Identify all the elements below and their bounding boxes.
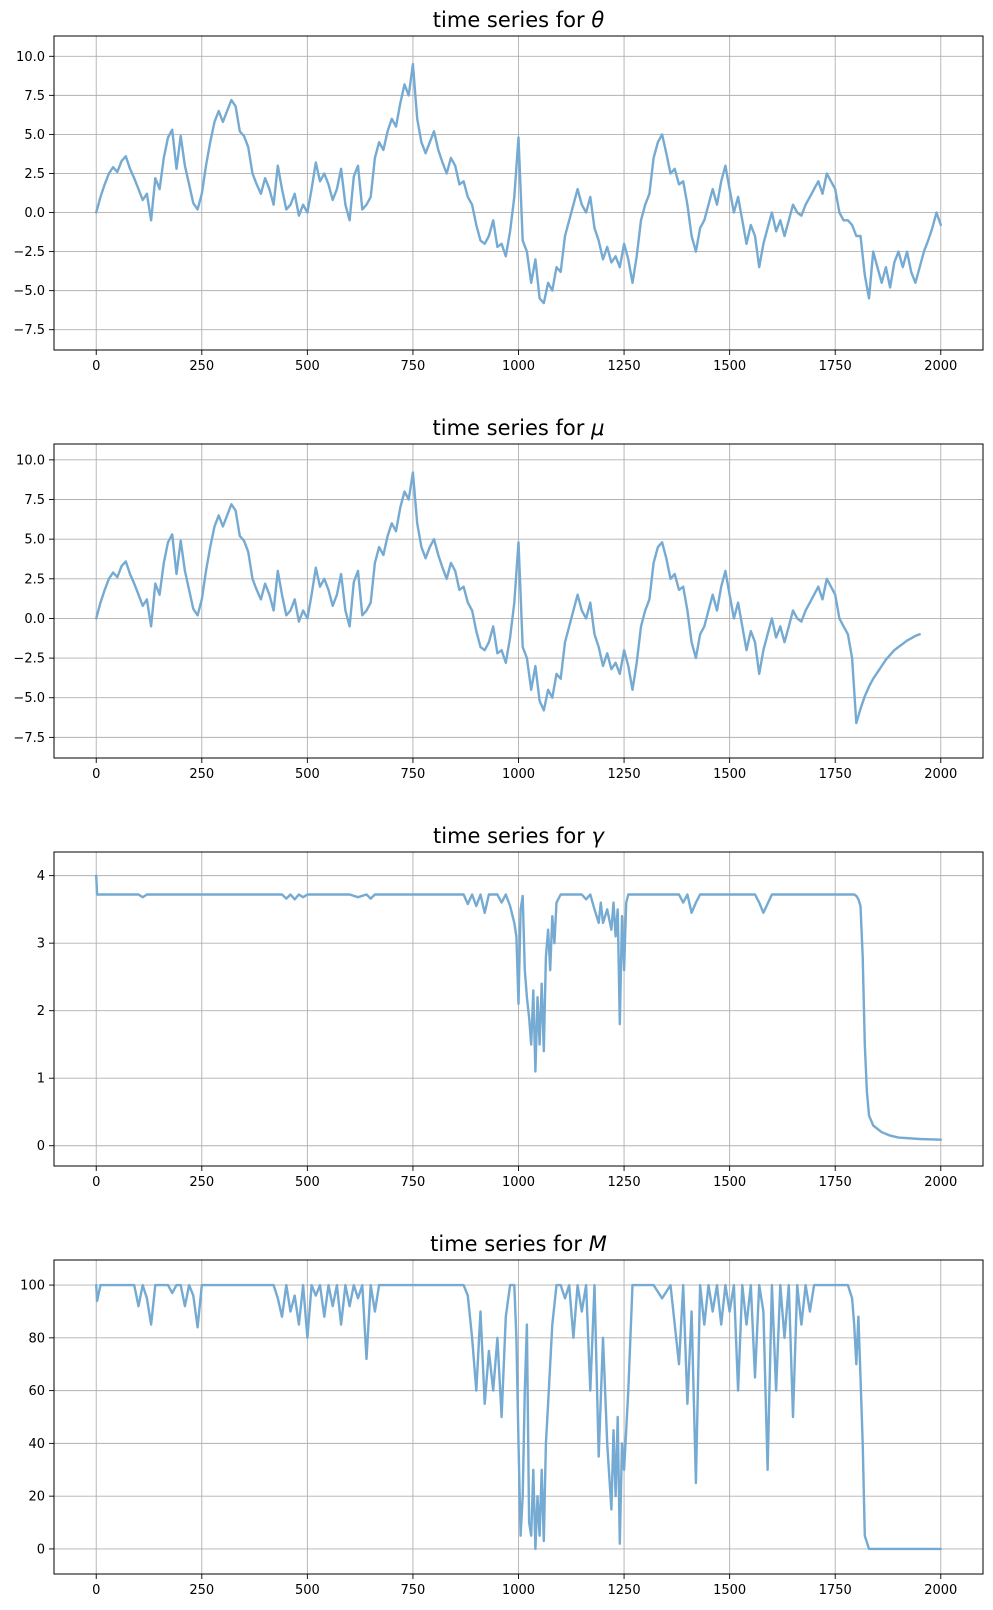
x-tick-label: 1750: [819, 767, 852, 782]
x-tick-label: 1000: [502, 1175, 535, 1190]
chart-panel-3: 0 250 500 750 1000 1250 1500 1750 2000 0 20 40 60 80 1…: [20, 1232, 984, 1598]
x-tick-label: 1000: [502, 767, 535, 782]
x-tick-label: 750: [401, 767, 426, 782]
x-tick-label: 0: [92, 1175, 100, 1190]
chart-title-prefix: time series for: [433, 824, 592, 848]
x-tick-label: 1250: [608, 767, 641, 782]
x-tick-label: 0: [92, 767, 100, 782]
x-tick-label: 1250: [608, 359, 641, 374]
chart-panel-2: 0 250 500 750 1000 1250 1500 1750 2000 0 1 2 3 4 time …: [37, 824, 984, 1190]
y-tick-label: 3: [37, 937, 45, 952]
y-tick-label: 4: [37, 869, 45, 884]
y-tick-label: 0.0: [24, 612, 45, 627]
y-tick-label: 2.5: [24, 572, 45, 587]
chart-panel-0: 0 250 500 750 1000 1250 1500 1750 2000 −7.5 −5.0 −2…: [13, 8, 984, 374]
y-tick-label: 7.5: [24, 89, 45, 104]
x-tick-label: 500: [295, 359, 320, 374]
x-tick-label: 1500: [713, 359, 746, 374]
chart-title-prefix: time series for: [433, 416, 592, 440]
y-tick-label: 60: [28, 1384, 45, 1399]
chart-title-symbol: μ: [590, 416, 604, 440]
y-tick-label: 10.0: [16, 453, 45, 468]
chart-title: time series for M: [430, 1232, 607, 1256]
chart-panel-1: 0 250 500 750 1000 1250 1500 1750 2000 −7.5 −5.0 −2…: [13, 416, 984, 782]
x-tick-label: 1500: [713, 1583, 746, 1598]
y-tick-label: 2: [37, 1004, 45, 1019]
y-tick-label: −5.0: [13, 691, 45, 706]
x-tick-label: 1250: [608, 1175, 641, 1190]
y-tick-label: −2.5: [13, 245, 45, 260]
chart-title: time series for γ: [433, 824, 606, 848]
x-tick-label: 750: [401, 359, 426, 374]
x-tick-label: 500: [295, 1175, 320, 1190]
series-line: [94, 1283, 942, 1551]
y-tick-label: 7.5: [24, 493, 45, 508]
x-tick-label: 2000: [924, 1175, 957, 1190]
y-tick-label: −2.5: [13, 652, 45, 667]
chart-title: time series for θ: [433, 8, 605, 32]
x-tick-label: 500: [295, 767, 320, 782]
y-tick-label: 40: [28, 1437, 45, 1452]
y-tick-label: 0: [37, 1139, 45, 1154]
y-tick-label: 20: [28, 1490, 45, 1505]
chart-title-symbol: M: [589, 1232, 607, 1256]
x-tick-label: 0: [92, 359, 100, 374]
series-line: [94, 471, 921, 725]
x-tick-label: 2000: [924, 359, 957, 374]
x-tick-label: 1750: [819, 1175, 852, 1190]
y-tick-label: 1: [37, 1072, 45, 1087]
y-tick-label: 0.0: [24, 206, 45, 221]
y-tick-label: 5.0: [24, 128, 45, 143]
y-tick-label: −5.0: [13, 284, 45, 299]
y-tick-label: 100: [20, 1279, 45, 1294]
series-line: [94, 62, 942, 305]
chart-title-prefix: time series for: [433, 8, 592, 32]
series-line: [94, 874, 942, 1141]
y-tick-label: 0: [37, 1542, 45, 1557]
y-tick-label: 10.0: [16, 50, 45, 65]
x-tick-label: 250: [189, 1175, 214, 1190]
x-tick-label: 0: [92, 1583, 100, 1598]
x-tick-label: 2000: [924, 767, 957, 782]
chart-title-symbol: γ: [592, 824, 606, 848]
x-tick-label: 2000: [924, 1583, 957, 1598]
x-tick-label: 1500: [713, 767, 746, 782]
x-tick-label: 750: [401, 1175, 426, 1190]
y-tick-label: 2.5: [24, 167, 45, 182]
x-tick-label: 1750: [819, 359, 852, 374]
y-tick-label: −7.5: [13, 323, 45, 338]
y-tick-label: −7.5: [13, 731, 45, 746]
chart-title-symbol: θ: [591, 8, 604, 32]
x-tick-label: 1250: [608, 1583, 641, 1598]
x-tick-label: 1750: [819, 1583, 852, 1598]
x-tick-label: 500: [295, 1583, 320, 1598]
x-tick-label: 250: [189, 359, 214, 374]
y-tick-label: 80: [28, 1331, 45, 1346]
chart-title-prefix: time series for: [430, 1232, 589, 1256]
x-tick-label: 1000: [502, 1583, 535, 1598]
x-tick-label: 750: [401, 1583, 426, 1598]
x-tick-label: 1500: [713, 1175, 746, 1190]
x-tick-label: 250: [189, 767, 214, 782]
y-tick-label: 5.0: [24, 533, 45, 548]
x-tick-label: 1000: [502, 359, 535, 374]
x-tick-label: 250: [189, 1583, 214, 1598]
chart-title: time series for μ: [433, 416, 605, 440]
